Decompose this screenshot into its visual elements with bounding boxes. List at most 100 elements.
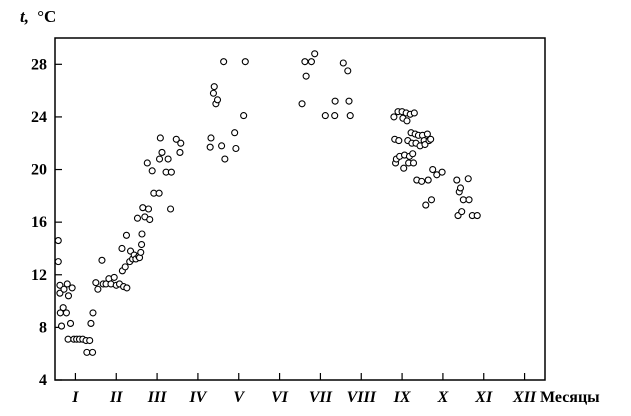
data-point xyxy=(176,148,184,156)
data-point xyxy=(213,96,222,104)
data-point xyxy=(390,113,398,121)
data-point xyxy=(89,348,97,356)
y-tick-label: 8 xyxy=(39,319,47,336)
x-tick-label: VII xyxy=(309,389,333,406)
data-point xyxy=(137,248,145,256)
data-point xyxy=(59,304,67,312)
x-tick-label: VIII xyxy=(347,389,377,406)
data-point xyxy=(339,59,347,67)
data-point xyxy=(123,284,131,292)
plot-frame xyxy=(54,37,546,381)
data-point xyxy=(164,155,172,163)
data-point xyxy=(331,97,339,105)
data-point xyxy=(464,175,472,183)
data-point xyxy=(122,231,131,239)
x-tick-label: IX xyxy=(393,389,411,406)
y-axis-symbol: t, xyxy=(20,7,29,26)
data-point xyxy=(57,322,66,330)
data-point xyxy=(156,134,164,142)
data-point xyxy=(221,155,229,163)
data-point xyxy=(403,117,411,125)
y-tick-label: 4 xyxy=(39,372,47,389)
data-point xyxy=(421,140,429,149)
y-axis-unit: °C xyxy=(37,7,56,26)
x-tick-label: IV xyxy=(188,389,207,406)
y-tick-label: 16 xyxy=(31,214,47,231)
data-point xyxy=(410,109,418,117)
x-tick-label: X xyxy=(437,389,449,406)
data-point xyxy=(409,159,418,167)
data-point xyxy=(60,285,68,293)
data-point xyxy=(240,112,248,120)
x-tick-label: I xyxy=(71,389,79,406)
data-point xyxy=(206,143,214,151)
data-point xyxy=(209,89,217,97)
data-point xyxy=(177,139,185,147)
data-point xyxy=(427,135,435,143)
data-point xyxy=(418,177,426,185)
data-point xyxy=(83,348,91,356)
data-point xyxy=(155,189,163,197)
x-axis-ticks: I II III IV V VI VII VIII IX X XI XII xyxy=(71,373,537,406)
x-tick-label: XI xyxy=(474,389,493,406)
data-point xyxy=(429,165,437,174)
data-point xyxy=(64,335,72,343)
data-point xyxy=(453,176,461,184)
data-point xyxy=(301,58,309,66)
data-point xyxy=(92,279,100,287)
data-point xyxy=(146,215,154,224)
data-point xyxy=(218,142,226,150)
data-point xyxy=(172,135,180,143)
data-point xyxy=(298,100,306,108)
data-point xyxy=(344,67,352,75)
data-point xyxy=(89,309,97,317)
data-point xyxy=(241,58,249,66)
data-point xyxy=(64,292,73,300)
data-point xyxy=(232,144,240,153)
data-point xyxy=(98,256,106,264)
data-point xyxy=(321,112,329,120)
data-point xyxy=(423,130,431,138)
data-point xyxy=(62,309,70,317)
data-point xyxy=(427,196,436,204)
data-point xyxy=(148,167,156,175)
data-point xyxy=(155,155,164,163)
data-point xyxy=(331,112,339,120)
data-point xyxy=(409,150,417,158)
data-point xyxy=(54,237,62,245)
data-point xyxy=(167,205,175,213)
data-point xyxy=(138,240,146,249)
x-tick-label: II xyxy=(109,389,123,406)
data-point xyxy=(473,212,481,220)
data-point xyxy=(311,50,319,58)
y-tick-label: 12 xyxy=(31,267,47,284)
data-point xyxy=(220,58,228,66)
data-point xyxy=(86,336,94,345)
y-tick-label: 28 xyxy=(31,56,47,73)
data-point xyxy=(54,258,62,266)
data-point xyxy=(68,284,76,292)
data-point xyxy=(56,281,64,289)
data-point xyxy=(210,83,218,91)
data-point xyxy=(138,230,146,238)
data-point xyxy=(133,214,142,222)
x-tick-label: VI xyxy=(271,389,289,406)
data-point xyxy=(143,159,151,167)
data-point xyxy=(465,196,473,204)
data-point xyxy=(66,319,75,327)
data-point xyxy=(458,208,466,216)
data-point xyxy=(94,285,102,293)
data-point xyxy=(395,137,403,145)
data-point xyxy=(400,164,408,172)
data-point xyxy=(231,129,239,137)
plot-border xyxy=(54,37,546,381)
data-point xyxy=(307,58,315,66)
y-tick-label: 20 xyxy=(31,162,47,179)
data-point xyxy=(207,134,215,142)
data-point xyxy=(118,244,126,253)
x-tick-label: XII xyxy=(512,389,537,406)
data-point xyxy=(346,112,354,120)
data-point xyxy=(345,97,353,105)
data-point xyxy=(144,205,153,213)
